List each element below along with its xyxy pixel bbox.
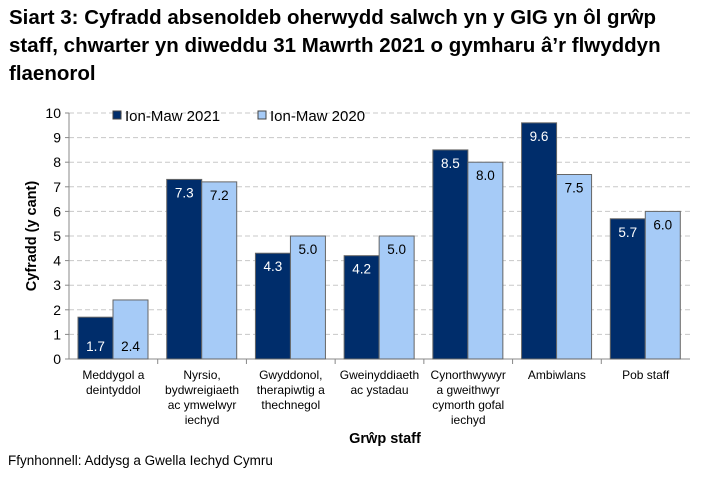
bar-2020 [112,299,149,360]
bar-2021 [521,122,558,360]
data-label: 1.7 [86,339,105,354]
x-tick-label: Cynorthwywyr a gweithwyr cymorth gofal iech… [431,368,506,427]
legend-swatch-2020 [257,110,267,120]
y-tick-label: 4 [53,253,61,269]
legend-swatch-2021 [112,110,122,120]
legend-label: Ion-Maw 2020 [270,108,365,125]
bar-2020 [201,181,238,360]
y-axis-title: Cyfradd (y cant) [24,181,40,292]
y-tick-label: 8 [53,154,61,170]
data-label: 5.0 [299,242,318,257]
x-tick-label: Gweinyddiaeth ac ystadau [340,368,419,397]
data-label: 2.4 [121,339,140,354]
data-label: 5.0 [387,242,406,257]
y-tick-label: 0 [53,351,61,367]
bar-2020 [556,174,593,360]
data-label: 7.5 [565,181,584,196]
x-tick-label: Ambiwlans [528,368,586,382]
x-tick-label: Meddygol a deintyddol [82,368,144,397]
bar-2021 [343,255,380,360]
y-tick-label: 9 [53,130,61,146]
bar-2020 [378,235,415,360]
data-label: 7.2 [210,188,229,203]
data-label: 6.0 [653,217,672,232]
data-label: 4.2 [352,262,371,277]
bar-2021 [609,218,646,360]
data-label: 4.3 [264,259,283,274]
x-tick-label: Gwyddonol, therapiwtig a thechnegol [257,368,325,412]
x-tick-label: Nyrsio, bydwreigiaeth ac ymwelwyr iechyd [165,368,239,427]
chart-title: Siart 3: Cyfradd absenoldeb oherwydd sal… [9,6,661,85]
y-tick-label: 2 [53,302,61,318]
bar-2020 [289,235,326,360]
data-label: 7.3 [175,185,194,200]
data-label: 8.0 [476,168,495,183]
y-tick-label: 6 [53,203,61,219]
bar-2021 [254,252,291,360]
data-label: 8.5 [441,156,460,171]
x-axis-title: Grŵp staff [349,431,421,447]
y-tick-label: 3 [53,277,61,293]
y-tick-label: 7 [53,179,61,195]
source-note: Ffynhonnell: Addysg a Gwella Iechyd Cymr… [8,453,273,468]
bar-2021 [166,178,203,360]
y-tick-label: 10 [45,105,61,121]
y-tick-label: 5 [53,228,61,244]
y-tick-label: 1 [53,326,61,342]
bar-2020 [467,161,504,360]
x-tick-label: Pob staff [622,368,670,382]
data-label: 5.7 [618,225,637,240]
bar-2021 [432,149,469,360]
bar-2020 [644,210,681,360]
data-label: 9.6 [530,129,549,144]
legend-label: Ion-Maw 2021 [125,108,220,125]
